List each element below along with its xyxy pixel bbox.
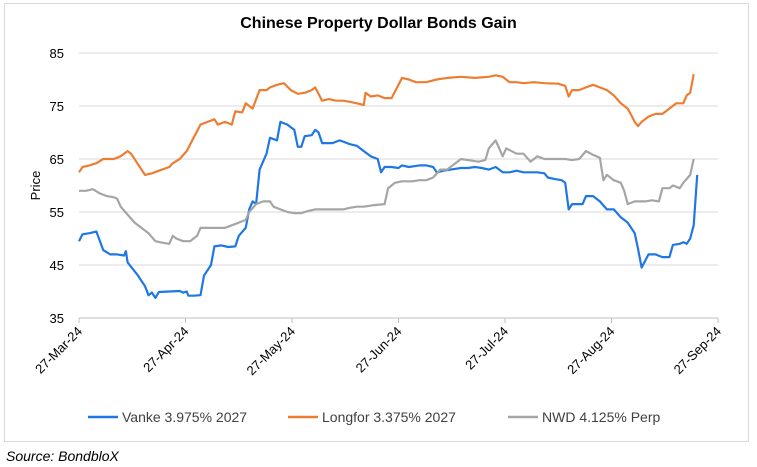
x-tick-label: 27-May-24 <box>244 324 299 379</box>
legend-label-1: Vanke 3.975% 2027 <box>122 409 247 425</box>
y-tick-label: 35 <box>50 311 64 326</box>
series-line-3 <box>79 139 695 245</box>
chart-title: Chinese Property Dollar Bonds Gain <box>240 15 517 32</box>
chart-frame <box>4 3 749 442</box>
y-tick-label: 75 <box>50 99 64 114</box>
y-tick-label: 45 <box>50 258 64 273</box>
x-tick-label: 27-Mar-24 <box>32 324 85 377</box>
source-note: Source: BondbloX <box>6 448 119 464</box>
x-tick-label: 27-Sep-24 <box>671 324 725 378</box>
y-tick-label: 55 <box>50 205 64 220</box>
x-tick-label: 27-Aug-24 <box>564 324 618 378</box>
x-tick-label: 27-Jul-24 <box>462 324 511 373</box>
legend-label-3: NWD 4.125% Perp <box>542 409 660 425</box>
y-axis-label: Price <box>28 171 43 201</box>
legend-label-2: Longfor 3.375% 2027 <box>322 409 456 425</box>
x-tick-label: 27-Jun-24 <box>353 324 405 376</box>
y-tick-label: 65 <box>50 152 64 167</box>
series-line-1 <box>78 120 699 299</box>
y-tick-label: 85 <box>50 46 64 61</box>
series-line-2 <box>78 73 695 176</box>
x-tick-label: 27-Apr-24 <box>140 324 191 375</box>
